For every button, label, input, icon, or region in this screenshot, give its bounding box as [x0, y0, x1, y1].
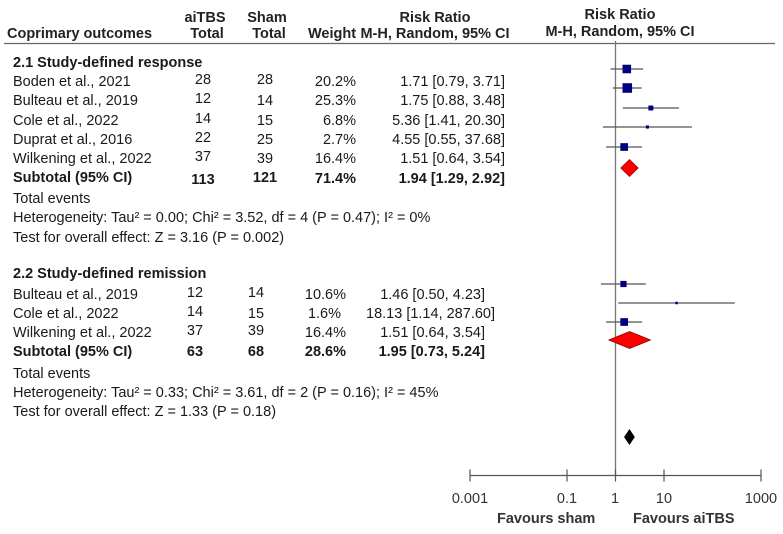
sham-total: 25 [256, 132, 274, 148]
header-sham: Sham [247, 10, 287, 26]
header-plot-rr-method: M-H, Random, 95% CI [545, 24, 695, 40]
risk-ratio: 4.55 [0.55, 37.68] [392, 132, 505, 148]
sham-total: 39 [247, 323, 265, 339]
sham-total: 15 [247, 306, 265, 322]
point-estimate-square [675, 301, 678, 305]
aitbs-total: 12 [186, 285, 204, 301]
point-estimate-square [620, 143, 629, 151]
weight: 16.4% [314, 151, 356, 167]
point-estimate-square [620, 318, 629, 326]
weight: 2.7% [322, 132, 356, 148]
weight: 71.4% [314, 171, 356, 187]
overall-effect-text: Test for overall effect: Z = 1.33 (P = 0… [13, 404, 277, 420]
header-plot-risk-ratio: Risk Ratio [584, 7, 656, 23]
sham-total: 39 [256, 151, 274, 167]
header-aitbs-total: Total [190, 26, 224, 42]
sham-total: 68 [247, 344, 265, 360]
aitbs-total: 113 [191, 172, 215, 188]
x-tick-label: 0.1 [556, 491, 578, 507]
risk-ratio: 1.71 [0.79, 3.71] [400, 74, 505, 90]
subtotal-diamond [607, 331, 652, 349]
weight: 20.2% [314, 74, 356, 90]
study-name: Wilkening et al., 2022 [13, 325, 152, 341]
study-name: Bulteau et al., 2019 [13, 287, 138, 303]
study-name: Cole et al., 2022 [13, 113, 119, 129]
header-weight: Weight [307, 26, 357, 42]
study-name: Boden et al., 2021 [13, 74, 131, 90]
sham-total: 121 [252, 170, 278, 186]
weight: 28.6% [304, 344, 346, 360]
aitbs-total: 37 [194, 149, 212, 165]
weight: 16.4% [304, 325, 346, 341]
header-outcomes: Coprimary outcomes [7, 26, 153, 42]
subtotal-label: Subtotal (95% CI) [13, 344, 133, 360]
study-name: Duprat et al., 2016 [13, 132, 133, 148]
sham-total: 14 [247, 285, 265, 301]
favours-aitbs-label: Favours aiTBS [633, 511, 735, 527]
aitbs-total: 37 [186, 323, 204, 339]
aitbs-total: 63 [186, 344, 204, 360]
weight: 25.3% [314, 93, 356, 109]
sham-total: 14 [256, 93, 274, 109]
study-name: Wilkening et al., 2022 [13, 151, 152, 167]
risk-ratio: 1.51 [0.64, 3.54] [380, 325, 485, 341]
aitbs-total: 14 [194, 111, 212, 127]
study-name: Bulteau et al., 2019 [13, 93, 138, 109]
point-estimate-square [645, 125, 649, 129]
aitbs-total: 22 [194, 130, 212, 146]
heterogeneity-text: Heterogeneity: Tau² = 0.00; Chi² = 3.52,… [13, 210, 431, 226]
header-aitbs: aiTBS [184, 10, 226, 26]
total-events-label: Total events [13, 191, 91, 207]
risk-ratio: 5.36 [1.41, 20.30] [392, 113, 505, 129]
total-events-label: Total events [13, 366, 91, 382]
point-estimate-square [622, 83, 633, 93]
sham-total: 15 [256, 113, 274, 129]
header-sham-total: Total [252, 26, 286, 42]
overall-effect-text: Test for overall effect: Z = 3.16 (P = 0… [13, 230, 285, 246]
point-estimate-square [648, 105, 654, 111]
risk-ratio: 1.94 [1.29, 2.92] [398, 171, 505, 187]
point-estimate-square [620, 280, 627, 288]
study-name: Cole et al., 2022 [13, 306, 119, 322]
risk-ratio: 1.75 [0.88, 3.48] [400, 93, 505, 109]
aitbs-total: 14 [186, 304, 204, 320]
weight: 6.8% [322, 113, 356, 129]
subtotal-label: Subtotal (95% CI) [13, 170, 133, 186]
weight: 10.6% [304, 287, 346, 303]
subgroup-2-title: 2.2 Study-defined remission [13, 266, 207, 282]
x-tick-label: 1000 [744, 491, 778, 507]
overall-diamond [624, 429, 635, 445]
point-estimate-square [622, 64, 632, 74]
risk-ratio: 1.46 [0.50, 4.23] [380, 287, 485, 303]
risk-ratio: 1.51 [0.64, 3.54] [400, 151, 505, 167]
x-tick-label: 10 [655, 491, 673, 507]
sham-total: 28 [256, 72, 274, 88]
aitbs-total: 28 [194, 72, 212, 88]
subtotal-diamond [620, 158, 639, 178]
weight: 1.6% [307, 306, 341, 322]
aitbs-total: 12 [194, 91, 212, 107]
x-tick-label: 1 [610, 491, 620, 507]
risk-ratio: 18.13 [1.14, 287.60] [366, 306, 495, 322]
header-rr-method: M-H, Random, 95% CI [360, 26, 510, 42]
x-tick-label: 0.001 [451, 491, 489, 507]
heterogeneity-text: Heterogeneity: Tau² = 0.33; Chi² = 3.61,… [13, 385, 439, 401]
subgroup-1-title: 2.1 Study-defined response [13, 55, 203, 71]
risk-ratio: 1.95 [0.73, 5.24] [378, 344, 485, 360]
favours-sham-label: Favours sham [497, 511, 596, 527]
header-risk-ratio: Risk Ratio [399, 10, 471, 26]
